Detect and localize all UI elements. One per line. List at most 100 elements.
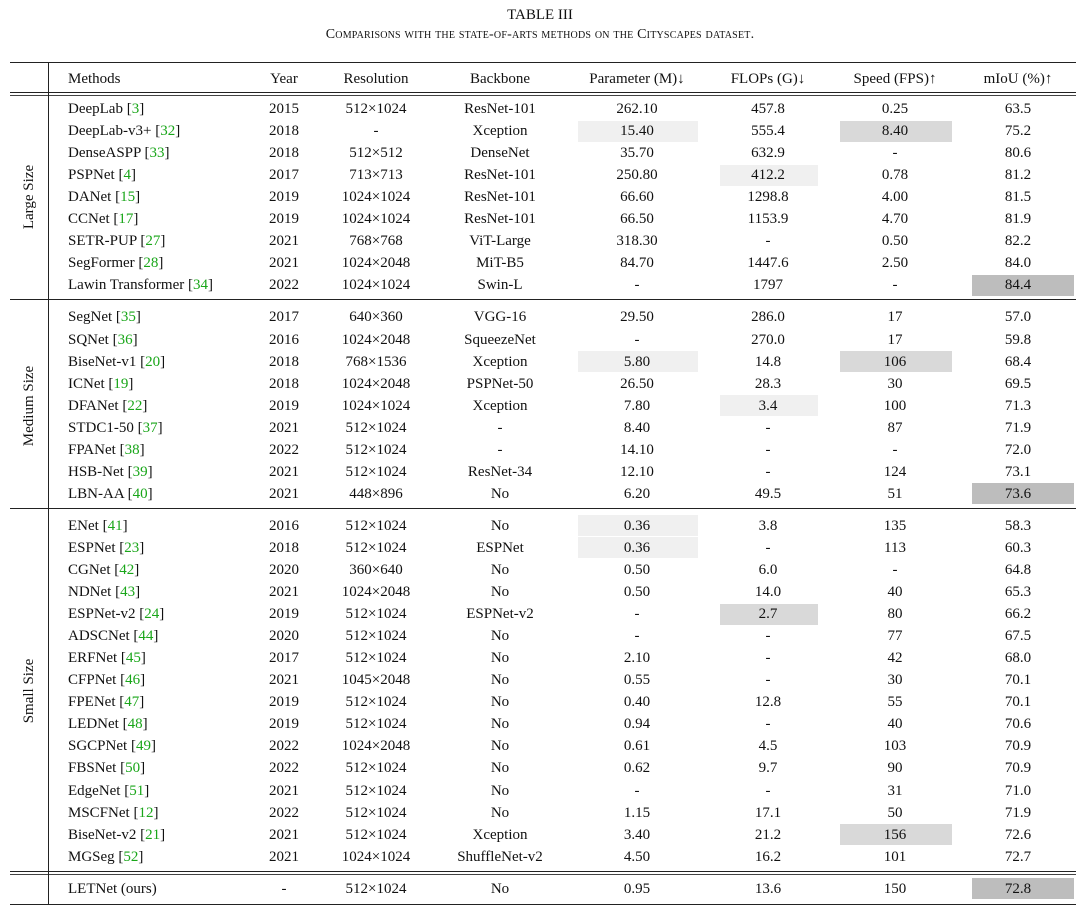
citation-link[interactable]: 51 (129, 782, 145, 799)
cell-backbone: No (490, 650, 510, 667)
cell-res: 1024×2048 (341, 375, 411, 392)
cell-params: 318.30 (616, 233, 658, 250)
cell-res: 1024×1024 (341, 277, 411, 294)
citation-link[interactable]: 42 (119, 562, 135, 578)
cell-flops: 49.5 (754, 485, 782, 502)
cell-miou: 67.5 (1004, 628, 1032, 645)
citation-link[interactable]: 36 (117, 331, 133, 348)
method-label: FPENet (68, 694, 116, 711)
citation-link[interactable]: 34 (193, 277, 208, 294)
method-name: FPANet [38] (68, 441, 145, 458)
method-label: ADSCNet (68, 628, 130, 645)
cell-flops: 457.8 (751, 101, 785, 117)
citation-link[interactable]: 20 (145, 353, 161, 370)
cell-res: 1024×1024 (341, 189, 411, 206)
citation-link[interactable]: 46 (125, 672, 141, 689)
citation-link[interactable]: 12 (138, 804, 154, 821)
table-caption: TABLE III Comparisons with the state-of-… (0, 6, 1080, 44)
citation-link[interactable]: 38 (124, 441, 140, 458)
citation-link[interactable]: 37 (142, 419, 158, 436)
highlight-cell (578, 515, 698, 537)
cell-miou: 70.6 (1004, 716, 1032, 733)
citation-link[interactable]: 43 (120, 584, 136, 601)
citation-link[interactable]: 45 (125, 650, 141, 667)
highlight-cell (720, 164, 818, 186)
method-name: PSPNet [4] (68, 167, 136, 184)
method-label: SGCPNet (68, 738, 128, 755)
cell-year: 2015 (269, 101, 299, 117)
citation-link[interactable]: 44 (138, 628, 154, 645)
citation-link[interactable]: 21 (145, 826, 161, 843)
cell-res: 360×640 (349, 562, 403, 578)
cell-miou: 81.9 (1004, 211, 1032, 228)
citation-link[interactable]: 52 (123, 848, 139, 865)
cell-res: 448×896 (349, 485, 403, 502)
cell-res: - (373, 123, 379, 140)
citation-link[interactable]: 4 (123, 167, 131, 184)
cell-params: 0.94 (623, 716, 651, 733)
cell-miou: 71.9 (1004, 419, 1032, 436)
citation-link[interactable]: 41 (107, 517, 123, 534)
method-label: SQNet (68, 331, 109, 348)
cell-year: 2020 (269, 628, 299, 645)
citation-link[interactable]: 33 (149, 145, 165, 162)
citation-link[interactable]: 28 (143, 255, 159, 272)
citation-link[interactable]: 49 (135, 738, 151, 755)
cell-flops: 21.2 (754, 826, 782, 843)
cell-speed: 40 (887, 584, 903, 601)
citation-link[interactable]: 48 (127, 716, 143, 733)
cell-params: 0.61 (623, 738, 651, 755)
citation-link[interactable]: 19 (113, 375, 129, 392)
cell-res: 1024×2048 (341, 584, 411, 601)
cell-miou: 75.2 (1004, 123, 1032, 140)
cell-speed: 30 (887, 375, 903, 392)
cell-miou: 68.4 (1004, 353, 1032, 370)
citation-link[interactable]: 39 (132, 463, 148, 480)
table-rule (10, 95, 1076, 96)
cell-params: 0.50 (623, 584, 651, 601)
method-label: STDC1-50 (68, 419, 134, 436)
cell-backbone: No (490, 804, 510, 821)
cell-backbone: - (497, 419, 503, 436)
cell-backbone: No (490, 517, 510, 534)
citation-link[interactable]: 24 (144, 606, 160, 623)
cell-speed: 90 (887, 760, 903, 777)
highlight-cell (578, 120, 698, 142)
cell-flops: 28.3 (754, 375, 782, 392)
citation-link[interactable]: 15 (120, 189, 136, 206)
citation-link[interactable]: 27 (145, 233, 161, 250)
cell-year: 2021 (269, 672, 299, 689)
cell-miou: 72.6 (1004, 826, 1032, 843)
citation-link[interactable]: 47 (124, 694, 140, 711)
citation-link[interactable]: 32 (160, 123, 176, 140)
cell-backbone: No (490, 716, 510, 733)
method-name: DeepLab-v3+ [32] (68, 123, 181, 140)
citation-link[interactable]: 23 (124, 539, 140, 556)
method-name: LEDNet [48] (68, 716, 148, 733)
cell-flops: 6.0 (758, 562, 778, 578)
cell-flops: - (765, 716, 771, 733)
cell-res: 512×1024 (345, 650, 407, 667)
cell-speed: 106 (883, 353, 907, 370)
cell-speed: 8.40 (881, 123, 909, 140)
citation-link[interactable]: 3 (131, 101, 140, 117)
citation-link[interactable]: 35 (120, 309, 136, 326)
cell-backbone: No (490, 628, 510, 645)
method-name: ICNet [19] (68, 375, 134, 392)
cell-backbone: ViT-Large (469, 233, 531, 250)
cell-year: 2018 (269, 539, 299, 556)
citation-link[interactable]: 50 (125, 760, 141, 777)
cell-flops: 4.5 (758, 738, 778, 755)
method-label: PSPNet (68, 167, 115, 184)
citation-link[interactable]: 40 (132, 485, 148, 502)
cell-flops: 3.4 (758, 397, 778, 414)
method-name: NDNet [43] (68, 584, 141, 601)
cell-flops: 1797 (753, 277, 783, 294)
citation-link[interactable]: 17 (118, 211, 134, 228)
cell-backbone: Xception (472, 397, 528, 414)
method-label: NDNet (68, 584, 112, 601)
cell-backbone: No (490, 760, 510, 777)
cell-speed: 51 (887, 485, 903, 502)
highlight-cell (720, 603, 818, 625)
citation-link[interactable]: 22 (127, 397, 143, 414)
